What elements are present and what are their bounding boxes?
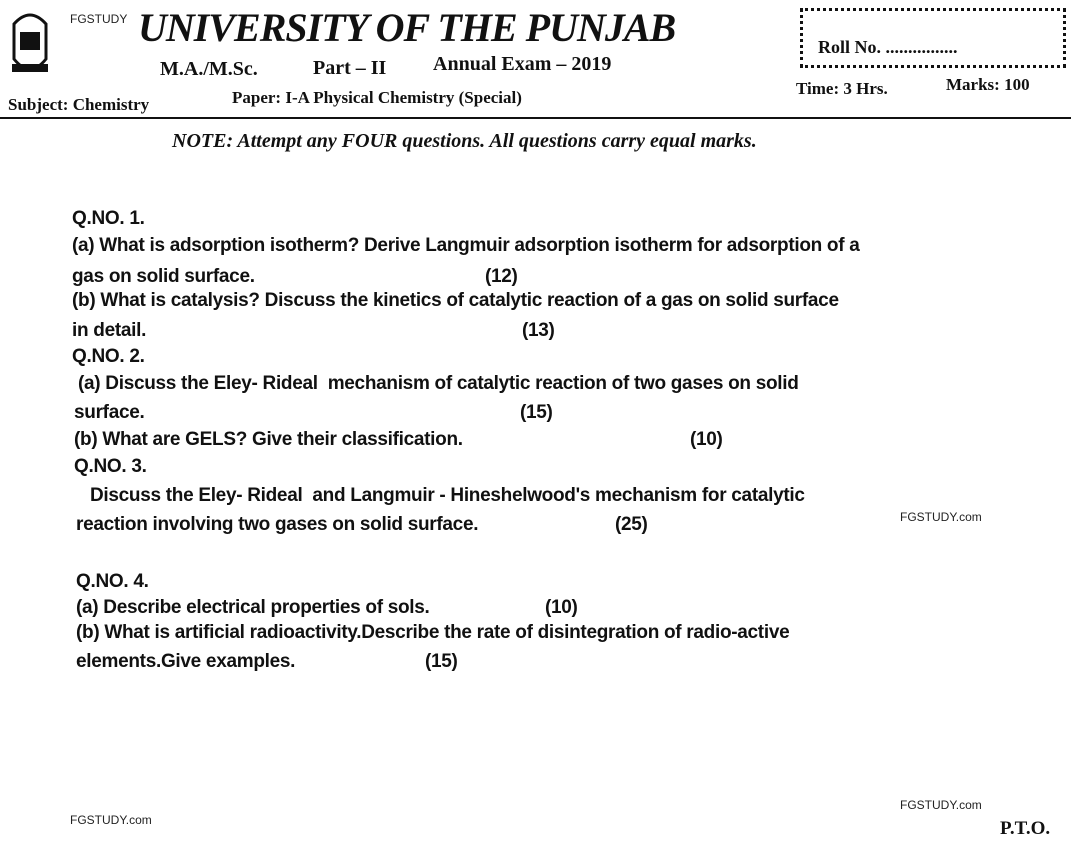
watermark: FGSTUDY.com [900,798,982,812]
university-name: UNIVERSITY OF THE PUNJAB [138,5,676,50]
question-marks: (12) [485,266,518,287]
marks: Marks: 100 [946,75,1030,94]
question-text: (a) Discuss the Eley- Rideal mechanism o… [78,373,799,394]
question-marks: (10) [545,597,578,618]
roll-number: Roll No. ................ [818,37,958,57]
time: Time: 3 Hrs. [796,79,888,98]
question-marks: (15) [520,402,553,423]
question-text: (b) What is artificial radioactivity.Des… [76,622,790,643]
pto: P.T.O. [1000,818,1051,839]
roll-box [800,8,1066,68]
question-text: (b) What is catalysis? Discuss the kinet… [72,290,839,311]
paper: Paper: I-A Physical Chemistry (Special) [232,88,522,107]
question-text: in detail. [72,320,147,341]
question-marks: (10) [690,429,723,450]
question-text: Discuss the Eley- Rideal and Langmuir - … [90,485,805,506]
question-marks: (15) [425,651,458,672]
question-number: Q.NO. 3. [74,456,147,477]
question-text: reaction involving two gases on solid su… [76,514,479,535]
part: Part – II [313,57,387,79]
question-marks: (25) [615,514,648,535]
question-text: gas on solid surface. [72,266,255,287]
question-marks: (13) [522,320,555,341]
note: NOTE: Attempt any FOUR questions. All qu… [172,130,757,152]
question-text: (a) What is adsorption isotherm? Derive … [72,235,860,256]
question-number: Q.NO. 1. [72,208,145,229]
question-text: (b) What are GELS? Give their classifica… [74,429,463,450]
subject: Subject: Chemistry [8,95,150,114]
question-text: surface. [74,402,145,423]
exam: Annual Exam – 2019 [433,53,612,75]
header-rule [0,117,1071,119]
watermark: FGSTUDY.com [900,510,982,524]
question-text: (a) Describe electrical properties of so… [76,597,430,618]
watermark: FGSTUDY [70,12,128,26]
watermark: FGSTUDY.com [70,813,152,827]
question-text: elements.Give examples. [76,651,296,672]
question-number: Q.NO. 4. [76,571,149,592]
degree: M.A./M.Sc. [160,58,258,80]
university-logo [12,13,48,72]
question-number: Q.NO. 2. [72,346,145,367]
